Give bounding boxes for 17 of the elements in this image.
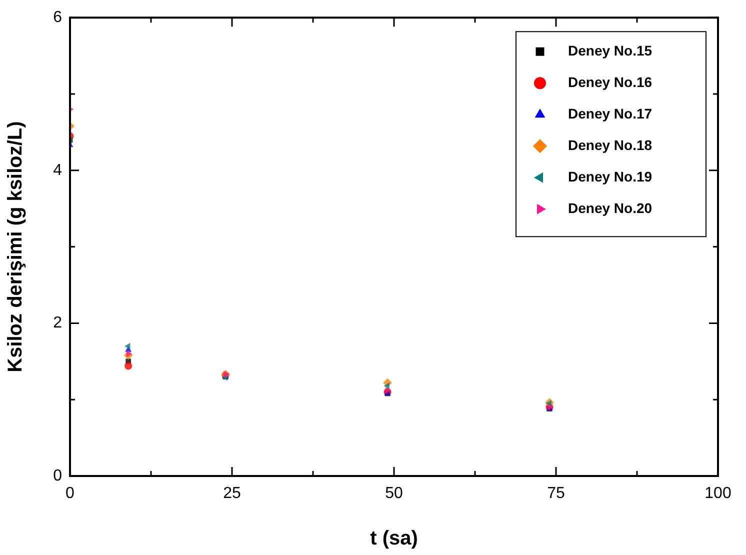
legend-label: Deney No.19 <box>568 168 652 184</box>
y-tick-label: 4 <box>53 162 62 179</box>
legend-label: Deney No.16 <box>568 74 652 90</box>
x-axis-title: t (sa) <box>370 528 418 550</box>
legend-label: Deney No.20 <box>568 200 652 216</box>
x-tick-label: 50 <box>385 485 403 502</box>
legend-label: Deney No.17 <box>568 105 652 122</box>
y-tick-label: 6 <box>53 9 62 26</box>
x-tick-label: 75 <box>547 485 565 502</box>
x-tick-label: 0 <box>66 485 75 502</box>
y-tick-label: 2 <box>53 314 62 332</box>
y-axis-title: Ksiloz derişimi (g ksiloz/L) <box>4 121 27 372</box>
legend-label: Deney No.15 <box>568 42 652 58</box>
x-tick-label: 25 <box>223 485 241 502</box>
x-tick-label: 100 <box>704 485 732 502</box>
legend-label: Deney No.18 <box>568 136 652 153</box>
y-tick-label: 0 <box>53 467 62 484</box>
